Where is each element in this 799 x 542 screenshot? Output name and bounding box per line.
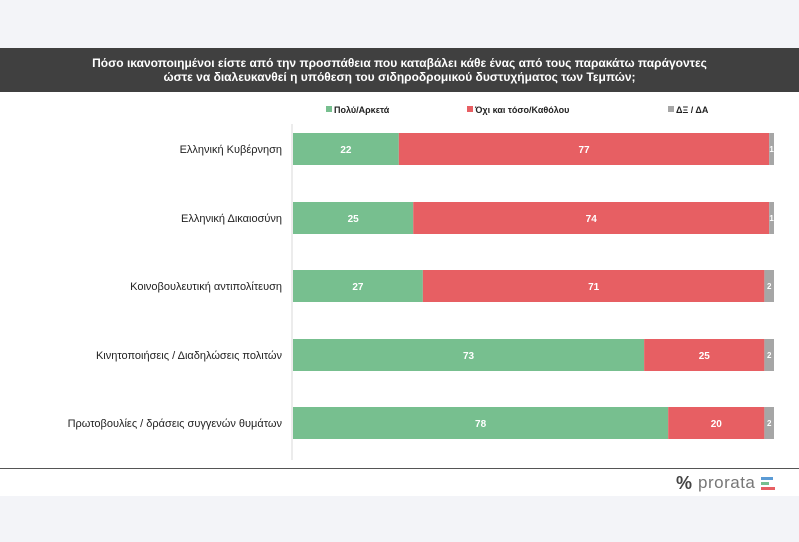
bar-segment xyxy=(769,202,774,234)
bar-segment xyxy=(668,407,765,439)
legend-label: Πολύ/Αρκετά xyxy=(334,105,390,115)
bar-segment xyxy=(764,339,774,371)
bar-value-label: 2 xyxy=(767,282,772,291)
bar-segment xyxy=(293,407,669,439)
bar-row: Κοινοβουλευτική αντιπολίτευση 27 71 2 xyxy=(130,270,774,302)
bar-value-label: 1 xyxy=(769,214,774,223)
stacked-bar-chart: Πολύ/Αρκετά Όχι και τόσο/Καθόλου ΔΞ / ΔΑ Ε… xyxy=(68,105,774,460)
legend-item: Όχι και τόσο/Καθόλου xyxy=(467,105,569,115)
bar-lines-icon xyxy=(761,476,776,490)
bar-value-label: 2 xyxy=(767,351,772,360)
bar-value-label: 20 xyxy=(711,419,723,430)
chart-title-line-1: Πόσο ικανοποιημένοι είστε από την προσπά… xyxy=(92,56,707,70)
logo-wordmark: prorata xyxy=(698,473,756,492)
bar-value-label: 27 xyxy=(352,282,364,293)
category-label: Ελληνική Δικαιοσύνη xyxy=(181,213,282,225)
bar-value-label: 1 xyxy=(769,145,774,154)
bar-row: Πρωτοβουλίες / δράσεις συγγενών θυμάτων 7… xyxy=(68,407,774,439)
bar-row: Ελληνική Δικαιοσύνη 25 74 1 xyxy=(181,202,774,234)
chart-title-line-2: ώστε να διαλευκανθεί η υπόθεση του σιδηρ… xyxy=(163,70,636,84)
prorata-logo: % prorata xyxy=(676,472,776,493)
chart-card: Πόσο ικανοποιημένοι είστε από την προσπά… xyxy=(0,48,799,496)
legend-swatch xyxy=(668,106,674,112)
bar-segment xyxy=(764,407,774,439)
bar-segment xyxy=(293,339,645,371)
bar-segment xyxy=(293,202,414,234)
category-label: Κοινοβουλευτική αντιπολίτευση xyxy=(130,281,282,293)
bar-segment xyxy=(764,270,774,302)
bar-value-label: 2 xyxy=(767,419,772,428)
bar-value-label: 71 xyxy=(588,282,600,293)
legend-item: Πολύ/Αρκετά xyxy=(326,105,390,115)
chart-legend: Πολύ/Αρκετά Όχι και τόσο/Καθόλου ΔΞ / ΔΑ xyxy=(326,105,709,115)
bar-segment xyxy=(398,133,770,165)
bar-row: Κινητοποιήσεις / Διαδηλώσεις πολιτών 73 25… xyxy=(96,339,774,371)
bar-segment xyxy=(769,133,774,165)
legend-swatch xyxy=(467,106,473,112)
legend-label: Όχι και τόσο/Καθόλου xyxy=(474,105,569,115)
bar-value-label: 22 xyxy=(340,145,352,156)
bar-segment xyxy=(422,270,765,302)
bar-row: Ελληνική Κυβέρνηση 22 77 1 xyxy=(180,133,774,165)
bar-value-label: 25 xyxy=(699,351,711,362)
bar-segment xyxy=(644,339,765,371)
legend-item: ΔΞ / ΔΑ xyxy=(668,105,709,115)
legend-swatch xyxy=(326,106,332,112)
bar-value-label: 77 xyxy=(578,145,590,156)
bar-value-label: 25 xyxy=(348,214,360,225)
category-label: Κινητοποιήσεις / Διαδηλώσεις πολιτών xyxy=(96,350,283,362)
chart-title-bar: Πόσο ικανοποιημένοι είστε από την προσπά… xyxy=(0,48,799,92)
bar-value-label: 73 xyxy=(463,351,475,362)
legend-label: ΔΞ / ΔΑ xyxy=(676,105,709,115)
bar-value-label: 74 xyxy=(586,214,598,225)
footer-divider xyxy=(0,468,799,469)
category-label: Ελληνική Κυβέρνηση xyxy=(180,144,282,156)
bar-segment xyxy=(293,133,399,165)
bar-value-label: 78 xyxy=(475,419,487,430)
percent-symbol: % xyxy=(676,472,693,493)
top-margin xyxy=(0,0,799,48)
bar-segment xyxy=(293,270,423,302)
bar-segment xyxy=(413,202,770,234)
category-label: Πρωτοβουλίες / δράσεις συγγενών θυμάτων xyxy=(68,418,283,430)
